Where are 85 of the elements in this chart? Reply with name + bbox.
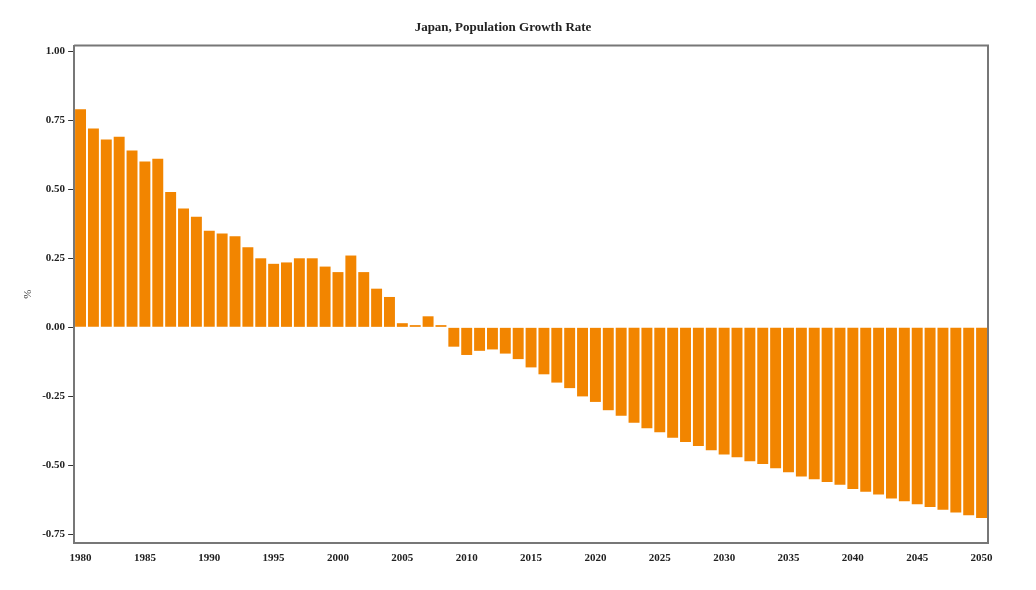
bar xyxy=(281,262,292,327)
x-tick-label: 2010 xyxy=(455,551,479,564)
bar xyxy=(190,216,202,327)
bar xyxy=(551,327,563,383)
x-tick-label: 2045 xyxy=(906,551,929,564)
bar xyxy=(654,327,666,433)
bar xyxy=(358,272,370,327)
bar xyxy=(950,327,962,513)
x-tick-label: 2020 xyxy=(584,551,607,564)
bar xyxy=(667,327,679,438)
bar xyxy=(332,272,344,327)
bar xyxy=(911,327,923,505)
bar xyxy=(229,236,241,327)
bar xyxy=(847,327,859,489)
bar xyxy=(499,327,511,354)
y-tick-label: 1.00 xyxy=(45,43,66,56)
bar xyxy=(718,327,730,455)
bar xyxy=(808,327,820,480)
y-tick-label: 0.00 xyxy=(45,320,66,333)
bar xyxy=(615,327,627,416)
y-tick-label: -0.75 xyxy=(42,527,66,540)
bar xyxy=(860,327,872,492)
bar xyxy=(396,323,408,327)
bar xyxy=(75,109,87,327)
bar xyxy=(577,327,589,397)
bar xyxy=(306,258,318,327)
bar xyxy=(705,327,717,451)
bar xyxy=(242,247,254,327)
y-tick-label: 0.50 xyxy=(45,182,66,195)
bar xyxy=(448,327,460,347)
x-tick-label: 1980 xyxy=(69,551,93,564)
x-tick-label: 2000 xyxy=(326,551,350,564)
bar xyxy=(731,327,743,458)
x-tick-label: 2025 xyxy=(648,551,672,564)
bar xyxy=(744,327,756,462)
chart-title: Japan, Population Growth Rate xyxy=(414,19,592,35)
bar xyxy=(474,327,486,351)
bar xyxy=(87,128,99,327)
bar xyxy=(976,327,988,518)
bar xyxy=(152,158,164,327)
x-tick-label: 2035 xyxy=(777,551,800,564)
bar xyxy=(268,263,280,327)
bar xyxy=(512,327,524,360)
bar xyxy=(384,296,395,327)
bar xyxy=(100,139,112,327)
bar xyxy=(203,230,215,327)
bar xyxy=(873,327,885,495)
bar xyxy=(345,255,357,327)
bar xyxy=(963,327,975,516)
bar xyxy=(795,327,807,477)
x-tick-label: 1995 xyxy=(262,551,286,564)
bar xyxy=(178,208,189,327)
bar xyxy=(564,327,576,389)
bar xyxy=(165,192,177,327)
x-tick-label: 2030 xyxy=(713,551,736,564)
y-tick-label: -0.25 xyxy=(42,389,66,402)
bar xyxy=(821,327,833,483)
bar xyxy=(319,266,331,327)
x-tick-label: 2040 xyxy=(841,551,865,564)
bar xyxy=(770,327,782,469)
bar xyxy=(680,327,691,442)
bar xyxy=(371,288,383,327)
x-tick-label: 1990 xyxy=(198,551,221,564)
bar xyxy=(692,327,704,447)
x-tick-label: 1985 xyxy=(133,551,157,564)
x-tick-label: 2015 xyxy=(520,551,543,564)
y-axis-title: % xyxy=(21,289,34,299)
bar xyxy=(885,327,897,499)
bar xyxy=(461,327,473,355)
bar xyxy=(113,136,125,327)
y-tick-label: 0.25 xyxy=(45,251,66,264)
x-tick-label: 2050 xyxy=(970,551,994,564)
y-tick-label: 0.75 xyxy=(45,113,66,126)
bar xyxy=(898,327,910,502)
bar xyxy=(486,327,498,350)
bar xyxy=(783,327,794,473)
bar xyxy=(834,327,846,485)
bar xyxy=(589,327,601,402)
bar xyxy=(757,327,769,465)
x-tick-label: 2005 xyxy=(391,551,414,564)
y-tick-label: -0.50 xyxy=(42,458,66,471)
bar xyxy=(602,327,614,411)
bar xyxy=(293,258,305,327)
bar xyxy=(255,258,267,327)
bar xyxy=(216,233,228,327)
